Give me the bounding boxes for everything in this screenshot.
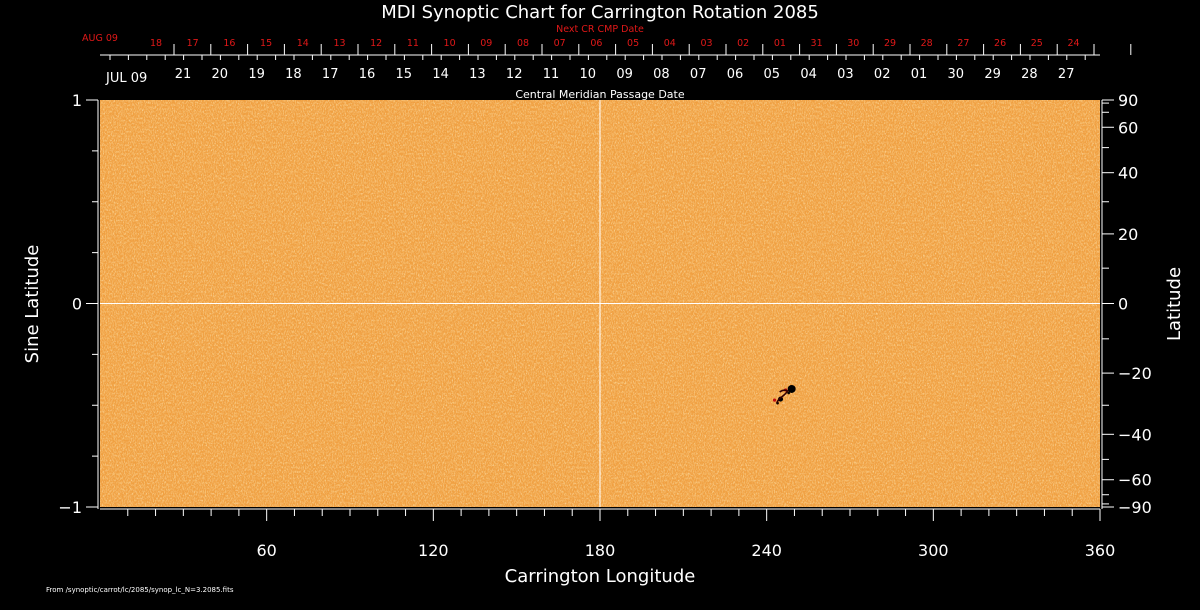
source-footer: From /synoptic/carrot/lc/2085/synop_lc_N… (46, 586, 234, 594)
cmp-date-label: 01 (911, 67, 928, 82)
y-axis-label-left: Sine Latitude (22, 245, 43, 364)
x-tick-label: 360 (1085, 541, 1116, 560)
next-cr-date-label: 24 (1067, 38, 1079, 49)
cmp-date-label: 14 (432, 67, 449, 82)
next-cr-title: Next CR CMP Date (556, 24, 644, 35)
next-cr-date-label: 27 (957, 38, 969, 49)
next-cr-date-label: 06 (590, 38, 602, 49)
cmp-date-label: 21 (175, 67, 192, 82)
y-tick-label-left: −1 (58, 498, 82, 517)
active-region-plage (772, 398, 777, 402)
y-tick-label-right: −90 (1118, 498, 1152, 517)
cmp-month: JUL 09 (105, 71, 147, 86)
active-region-0 (784, 384, 796, 395)
cmp-date-label: 29 (984, 67, 1001, 82)
x-axis-label: Carrington Longitude (505, 566, 696, 587)
next-cr-date-label: 04 (664, 38, 676, 49)
y-tick-label-right: 90 (1118, 91, 1138, 110)
cmp-date-label: 19 (248, 67, 265, 82)
y-tick-label-right: −40 (1118, 425, 1152, 444)
x-tick-label: 60 (256, 541, 276, 560)
active-region-filament (775, 389, 789, 404)
next-cr-date-label: 02 (737, 38, 749, 49)
cmp-date-label: 16 (359, 67, 376, 82)
next-cr-date-label: 09 (480, 38, 492, 49)
y-tick-label-right: −60 (1118, 471, 1152, 490)
next-cr-date-label: 05 (627, 38, 639, 49)
y-tick-label-right: 20 (1118, 225, 1138, 244)
cmp-date-label: 11 (543, 67, 560, 82)
next-cr-date-label: 29 (884, 38, 896, 49)
cmp-date-label: 09 (616, 67, 633, 82)
x-tick-label: 240 (751, 541, 782, 560)
y-tick-label-right: −20 (1118, 364, 1152, 383)
cmp-date-label: 08 (653, 67, 670, 82)
plot-area: 60 120 180 240 300 36010−1906040200−20−40−60−… (58, 54, 1152, 560)
next-cr-date-label: 13 (333, 38, 345, 49)
next-cr-date-label: 26 (994, 38, 1006, 49)
chart-title: MDI Synoptic Chart for Carrington Rotati… (381, 2, 819, 23)
cmp-date-label: 03 (837, 67, 854, 82)
next-cr-month: AUG 09 (82, 33, 118, 44)
next-cr-date-label: 07 (554, 38, 566, 49)
next-cr-date-label: 31 (811, 38, 823, 49)
cmp-date-label: 10 (580, 67, 597, 82)
cmp-date-label: 20 (212, 67, 229, 82)
top-date-axes: Next CR CMP Date AUG 09 JUL 09 Central M… (82, 24, 1132, 101)
y-tick-label-left: 0 (72, 295, 82, 314)
y-tick-label-right: 0 (1118, 295, 1128, 314)
next-cr-date-label: 28 (921, 38, 933, 49)
cmp-date-label: 28 (1021, 67, 1038, 82)
cmp-date-label: 18 (285, 67, 302, 82)
active-region-spot-small (787, 391, 790, 395)
x-tick-label: 180 (585, 541, 616, 560)
next-cr-date-label: 30 (847, 38, 859, 49)
next-cr-date-label: 08 (517, 38, 529, 49)
cmp-date-label: 02 (874, 67, 891, 82)
next-cr-date-label: 10 (444, 38, 456, 49)
next-cr-date-label: 25 (1031, 38, 1043, 49)
cmp-date-label: 15 (396, 67, 413, 82)
next-cr-date-label: 17 (187, 38, 199, 49)
next-cr-date-label: 12 (370, 38, 382, 49)
y-tick-label-right: 40 (1118, 164, 1138, 183)
cmp-date-label: 27 (1058, 67, 1075, 82)
next-cr-date-label: 16 (223, 38, 235, 49)
y-tick-label-right: 60 (1118, 118, 1138, 137)
x-tick-label: 120 (418, 541, 449, 560)
y-axis-label-right: Latitude (1164, 267, 1185, 341)
x-tick-label: 300 (918, 541, 949, 560)
cmp-date-label: 17 (322, 67, 339, 82)
next-cr-date-label: 18 (150, 38, 162, 49)
cmp-date-label: 12 (506, 67, 523, 82)
cmp-date-label: 05 (764, 67, 781, 82)
cmp-date-label: 30 (948, 67, 965, 82)
cmp-date-label: 04 (800, 67, 817, 82)
cmp-date-label: 06 (727, 67, 744, 82)
active-region-spot (787, 384, 796, 393)
next-cr-date-label: 03 (700, 38, 712, 49)
y-tick-label-left: 1 (72, 91, 82, 110)
top-axis-title: Central Meridian Passage Date (515, 88, 684, 101)
cmp-date-label: 13 (469, 67, 486, 82)
next-cr-date-label: 14 (297, 38, 309, 49)
next-cr-date-label: 15 (260, 38, 272, 49)
next-cr-date-label: 01 (774, 38, 786, 49)
next-cr-date-label: 11 (407, 38, 419, 49)
cmp-date-label: 07 (690, 67, 707, 82)
